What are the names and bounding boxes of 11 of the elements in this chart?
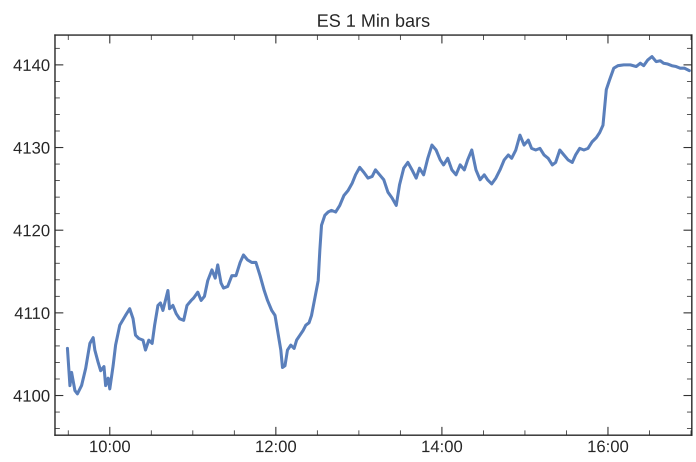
x-tick-label: 16:00 <box>588 440 628 452</box>
y-tick-label: 4100 <box>13 390 50 402</box>
y-tick-label: 4130 <box>13 142 50 154</box>
y-tick-label: 4140 <box>13 59 50 72</box>
x-tick-label: 10:00 <box>90 440 130 452</box>
line-series <box>66 55 691 396</box>
y-tick-label: 4110 <box>14 307 50 320</box>
x-tick-label: 12:00 <box>256 440 296 452</box>
y-tick-label: 4120 <box>13 224 50 236</box>
chart-title: ES 1 Min bars <box>318 14 430 27</box>
x-tick-label: 14:00 <box>422 440 462 452</box>
